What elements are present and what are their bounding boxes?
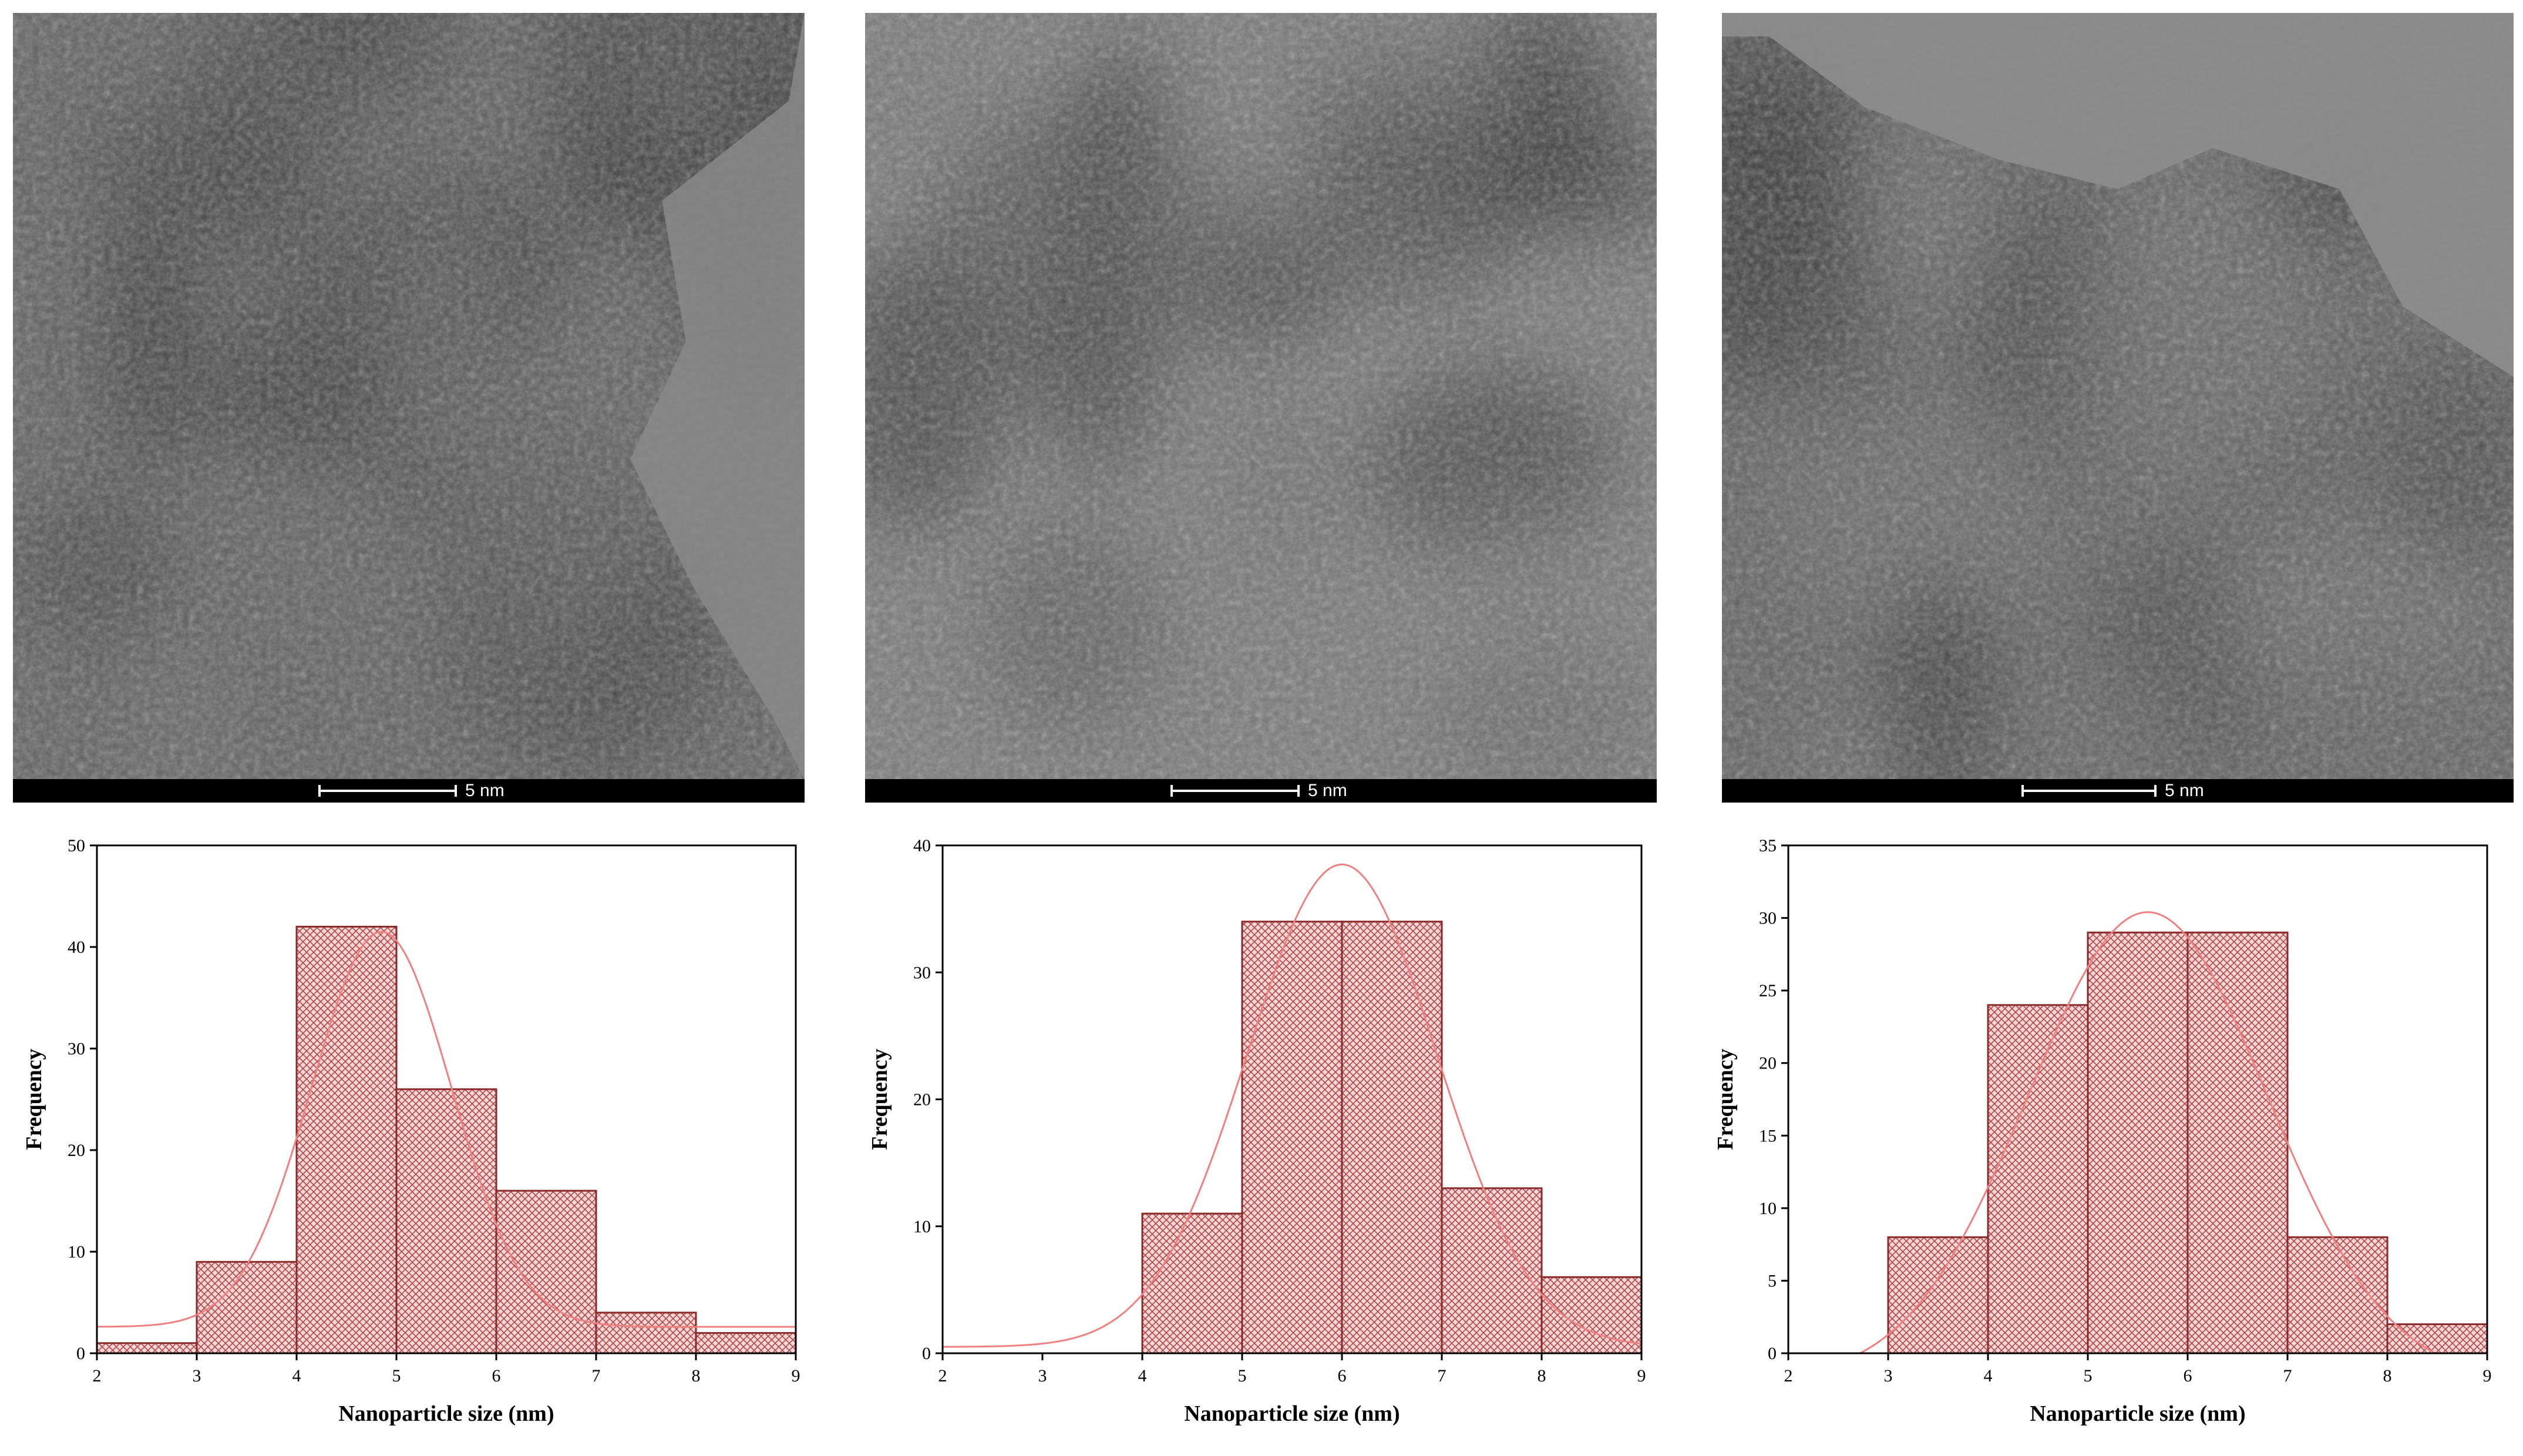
x-tick-label: 4 <box>1984 1366 1993 1386</box>
y-axis-title: Frequency <box>22 1049 46 1150</box>
x-tick-label: 7 <box>592 1366 601 1386</box>
gaussian-fit-curve <box>943 864 1642 1348</box>
x-axis-title: Nanoparticle size (nm) <box>2030 1401 2245 1426</box>
histogram-bar <box>1887 1236 1989 1354</box>
x-tick-label: 2 <box>938 1366 947 1386</box>
scale-bar-label: 5 nm <box>465 781 504 800</box>
x-tick-label: 9 <box>1637 1366 1646 1386</box>
micrograph-texture <box>865 13 1657 779</box>
histogram-bar <box>1241 921 1343 1354</box>
y-axis-title: Frequency <box>867 1049 892 1150</box>
x-tick-label: 9 <box>2483 1366 2492 1386</box>
y-tick-label: 30 <box>1759 909 1777 928</box>
x-tick-label: 4 <box>1138 1366 1147 1386</box>
histogram-bar <box>1341 921 1443 1354</box>
histogram-bar <box>595 1312 697 1354</box>
y-tick-label: 10 <box>1759 1199 1777 1218</box>
y-tick-label: 40 <box>913 836 931 855</box>
scale-bar-line <box>1170 790 1300 792</box>
y-tick-label: 0 <box>76 1344 85 1363</box>
scale-bar-1: 5 nm <box>13 779 805 803</box>
y-tick-label: 40 <box>68 938 85 957</box>
histogram-bar <box>2087 931 2189 1354</box>
x-tick-label: 8 <box>1538 1366 1546 1386</box>
gaussian-fit-curve <box>96 931 796 1328</box>
scale-bar-3: 5 nm <box>1722 779 2514 803</box>
histogram-bar <box>196 1260 298 1354</box>
x-tick-label: 7 <box>2283 1366 2292 1386</box>
y-axis-title: Frequency <box>1713 1049 1738 1150</box>
micrograph-texture <box>13 13 805 779</box>
histogram-bar <box>2386 1323 2488 1354</box>
x-tick-label: 3 <box>1038 1366 1047 1386</box>
y-tick-label: 25 <box>1759 981 1777 1000</box>
gaussian-fit-curve <box>1788 911 2487 1354</box>
histogram-bar <box>295 925 398 1354</box>
histogram-svg-1: 2 3 4 5 6 7 8 9 0 10 20 30 40 50 Nanoparticle size (nm… <box>22 836 800 1426</box>
x-tick-label: 6 <box>1338 1366 1347 1386</box>
y-tick-label: 0 <box>922 1344 931 1363</box>
y-tick-label: 30 <box>913 963 931 982</box>
x-tick-label: 2 <box>93 1366 102 1386</box>
x-axis-title: Nanoparticle size (nm) <box>1184 1401 1400 1426</box>
tem-micrograph-3: 5 nm <box>1722 13 2514 803</box>
scale-bar-label: 5 nm <box>2165 781 2204 800</box>
plot-frame <box>1787 844 2488 1354</box>
y-tick-label: 50 <box>68 836 85 855</box>
y-tick-label: 10 <box>68 1242 85 1262</box>
y-tick-label: 15 <box>1759 1126 1777 1145</box>
histogram-bar <box>2286 1236 2389 1354</box>
scale-bar-tick <box>2154 785 2157 797</box>
y-tick-label: 35 <box>1759 836 1777 855</box>
x-tick-label: 6 <box>492 1366 501 1386</box>
histogram-bar <box>1987 1004 2089 1354</box>
plot-frame <box>96 844 797 1354</box>
scale-bar-tick <box>455 785 457 797</box>
x-tick-label: 6 <box>2184 1366 2192 1386</box>
x-tick-label: 5 <box>1238 1366 1247 1386</box>
histogram-bar <box>695 1332 797 1354</box>
scale-bar-line <box>2021 790 2157 792</box>
x-tick-label: 4 <box>292 1366 301 1386</box>
y-tick-label: 5 <box>1768 1271 1777 1290</box>
y-tick-label: 10 <box>913 1217 931 1236</box>
x-tick-label: 8 <box>2383 1366 2392 1386</box>
histogram-chart-1: 2 3 4 5 6 7 8 9 0 10 20 30 40 50 Nanoparticle size (nm… <box>0 822 822 1456</box>
x-tick-label: 5 <box>2084 1366 2093 1386</box>
x-tick-label: 5 <box>392 1366 401 1386</box>
y-tick-label: 20 <box>913 1090 931 1110</box>
x-axis-title: Nanoparticle size (nm) <box>338 1401 554 1426</box>
tem-micrograph-2: 5 nm <box>865 13 1657 803</box>
x-tick-label: 3 <box>1884 1366 1893 1386</box>
histogram-chart-3: 2 3 4 5 6 7 8 9 0 5 10 15 20 25 30 35 Nanoparticle size … <box>1691 822 2514 1456</box>
scale-bar-tick <box>1297 785 1300 797</box>
y-tick-label: 20 <box>1759 1054 1777 1073</box>
histogram-bar <box>2186 931 2289 1354</box>
x-tick-label: 9 <box>792 1366 800 1386</box>
x-tick-label: 3 <box>193 1366 201 1386</box>
scale-bar-label: 5 nm <box>1308 781 1347 800</box>
x-tick-label: 7 <box>1438 1366 1446 1386</box>
histogram-svg-2: 2 3 4 5 6 7 8 9 0 10 20 30 40 Nanoparticle size (nm) F… <box>867 836 1646 1426</box>
histogram-bar <box>395 1088 497 1354</box>
scale-bar-2: 5 nm <box>865 779 1657 803</box>
y-tick-label: 30 <box>68 1039 85 1059</box>
micrograph-texture <box>1722 13 2514 779</box>
histogram-bar <box>1441 1187 1543 1354</box>
scale-bar-line <box>318 790 457 792</box>
histogram-bar <box>495 1189 597 1354</box>
y-tick-label: 0 <box>1768 1344 1777 1363</box>
y-tick-label: 20 <box>68 1141 85 1160</box>
x-tick-label: 2 <box>1784 1366 1793 1386</box>
histogram-bar <box>1141 1212 1243 1354</box>
histogram-svg-3: 2 3 4 5 6 7 8 9 0 5 10 15 20 25 30 35 Nanoparticle size … <box>1713 836 2492 1426</box>
x-tick-label: 8 <box>692 1366 701 1386</box>
histogram-chart-2: 2 3 4 5 6 7 8 9 0 10 20 30 40 Nanoparticle size (nm) F… <box>846 822 1668 1456</box>
histogram-bar <box>96 1342 198 1354</box>
tem-micrograph-1: 5 nm <box>13 13 805 803</box>
